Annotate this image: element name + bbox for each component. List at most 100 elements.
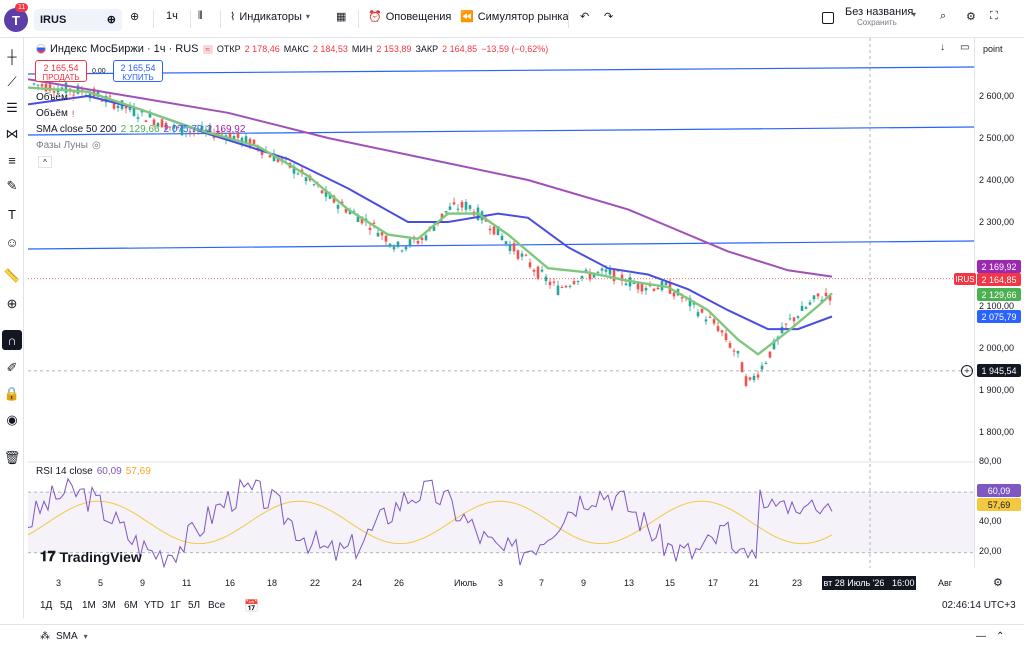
alerts-button[interactable]: ⏰ Оповещения bbox=[368, 10, 452, 24]
candle-body bbox=[508, 244, 512, 251]
interval-button[interactable]: 1ч bbox=[166, 10, 178, 22]
screener-tab[interactable]: ⁂ SMA ▾ bbox=[40, 631, 88, 642]
crosshair-tool[interactable]: ┼ bbox=[2, 46, 22, 66]
magnet-tool[interactable]: ∩ bbox=[2, 330, 22, 350]
lock-tool[interactable]: 🔒 bbox=[2, 384, 22, 404]
visibility-tool[interactable]: ◉ bbox=[2, 410, 22, 430]
plus-icon: ⊕ bbox=[130, 11, 140, 23]
collapse-panel-icon[interactable]: — bbox=[976, 631, 986, 642]
trend-line bbox=[28, 66, 974, 75]
candle-body bbox=[52, 91, 56, 93]
user-avatar[interactable]: T bbox=[4, 8, 28, 32]
text-tool[interactable]: T bbox=[2, 204, 22, 224]
legend-volume-2[interactable]: Объём! bbox=[36, 108, 75, 119]
gear-icon: ⚙ bbox=[966, 11, 976, 23]
range-button-1Г[interactable]: 1Г bbox=[170, 600, 181, 611]
candle-body bbox=[272, 153, 276, 162]
trend-line-tool[interactable]: ⟋ bbox=[2, 72, 22, 92]
price-chart[interactable] bbox=[28, 38, 974, 568]
range-button-1Д[interactable]: 1Д bbox=[40, 600, 53, 611]
time-tick: Авг bbox=[938, 578, 953, 588]
candle-body bbox=[488, 228, 492, 231]
candle-body bbox=[744, 376, 748, 386]
redo-button[interactable]: ↷ bbox=[604, 10, 613, 23]
range-button-YTD[interactable]: YTD bbox=[144, 600, 164, 611]
emoji-tool[interactable]: ☺ bbox=[2, 232, 22, 252]
goto-date-icon[interactable]: 📅 bbox=[244, 599, 259, 613]
brush-tool[interactable]: ✎ bbox=[2, 176, 22, 196]
candle-body bbox=[500, 235, 504, 241]
maximize-pane-icon[interactable]: ▭ bbox=[960, 42, 970, 53]
candle-body bbox=[616, 270, 620, 272]
symbol-search[interactable]: IRUS ⊕ bbox=[34, 9, 122, 31]
candle-body bbox=[432, 226, 436, 231]
price-tick: 2 600,00 bbox=[979, 91, 1015, 101]
horizontal-line-tool[interactable]: ☰ bbox=[2, 98, 22, 118]
quick-search-button[interactable]: ⌕ bbox=[940, 10, 946, 23]
candle-body bbox=[172, 124, 176, 129]
add-alert-icon[interactable]: + bbox=[961, 365, 973, 377]
legend-rsi[interactable]: RSI 14 close 60,09 57,69 bbox=[36, 466, 151, 477]
tradingview-logo[interactable]: 𝟏𝟕 TradingView bbox=[40, 548, 142, 565]
templates-button[interactable]: ▦ bbox=[336, 10, 346, 23]
candle-body bbox=[552, 281, 556, 283]
range-button-5Л[interactable]: 5Л bbox=[188, 600, 201, 611]
rsi-tick: 40,00 bbox=[979, 516, 1002, 526]
legend-sma[interactable]: SMA close 50 200 2 129,66 2 075,79 2 169… bbox=[36, 124, 246, 135]
candle-body bbox=[312, 184, 316, 186]
timezone-settings-icon[interactable]: ⚙ bbox=[993, 577, 1003, 589]
sell-button[interactable]: 2 165,54 ПРОДАТЬ bbox=[35, 60, 87, 82]
screener-icon: ⁂ bbox=[40, 631, 50, 642]
legend-volume-1[interactable]: Объём! bbox=[36, 92, 75, 103]
candles-icon: ⫴ bbox=[198, 10, 203, 22]
range-button-6М[interactable]: 6М bbox=[124, 600, 138, 611]
price-tick: 2 500,00 bbox=[979, 133, 1015, 143]
candle-body bbox=[448, 206, 452, 210]
undo-button[interactable]: ↶ bbox=[580, 10, 589, 23]
candle-body bbox=[36, 84, 40, 86]
range-button-5Д[interactable]: 5Д bbox=[60, 600, 73, 611]
settings-button[interactable]: ⚙ bbox=[966, 10, 976, 23]
time-tick: 9 bbox=[581, 578, 587, 588]
candle-body bbox=[404, 246, 408, 250]
favorite-icon[interactable]: ⊕ bbox=[106, 14, 116, 26]
buy-button[interactable]: 2 165,54 КУПИТЬ bbox=[113, 60, 163, 82]
sma-fast-line bbox=[28, 86, 833, 356]
replay-button[interactable]: ⏪ Симулятор рынка bbox=[460, 10, 569, 24]
time-axis[interactable]: 3 5 9 11 16 18 22 24 26 Июль 3 7 9 13 15 17 21 23 Авг bbox=[28, 574, 974, 590]
pattern-tool[interactable]: ⋈ bbox=[2, 124, 22, 144]
price-tick: 1 900,00 bbox=[979, 385, 1015, 395]
save-label: Сохранить bbox=[857, 18, 897, 27]
smile-icon: ☺ bbox=[5, 234, 19, 250]
price-axis[interactable]: point 2 600,00 2 500,00 2 400,00 2 300,0… bbox=[974, 38, 1024, 568]
layout-name-block[interactable]: Без названия Сохранить bbox=[845, 6, 913, 27]
range-button-3М[interactable]: 3М bbox=[102, 600, 116, 611]
zoom-tool[interactable]: ⊕ bbox=[2, 294, 22, 314]
candle-body bbox=[812, 295, 816, 300]
expand-panel-icon[interactable]: ⌃ bbox=[996, 631, 1005, 642]
ruler-tool[interactable]: 📏 bbox=[2, 266, 22, 286]
delete-tool[interactable]: 🗑 bbox=[2, 448, 22, 468]
legend-moon-phases[interactable]: Фазы Луны ◎ bbox=[36, 140, 101, 151]
add-symbol-button[interactable]: ⊕ bbox=[130, 10, 139, 23]
candle-body bbox=[176, 126, 180, 128]
candle-body bbox=[612, 268, 616, 282]
candle-body bbox=[564, 285, 568, 288]
range-button-Все[interactable]: Все bbox=[208, 600, 226, 611]
chart-type-button[interactable]: ⫴ bbox=[198, 10, 203, 23]
scroll-down-icon[interactable]: ↓ bbox=[940, 42, 945, 53]
layout-checkbox[interactable] bbox=[822, 12, 834, 24]
candle-body bbox=[740, 362, 744, 373]
layout-menu-button[interactable]: ▾ bbox=[912, 10, 916, 19]
candle-body bbox=[512, 243, 516, 252]
fullscreen-button[interactable]: ⛶ bbox=[990, 10, 998, 23]
candle-body bbox=[708, 316, 712, 318]
range-button-1М[interactable]: 1М bbox=[82, 600, 96, 611]
indicators-button[interactable]: ⌇ Индикаторы ▾ bbox=[230, 10, 310, 24]
hide-legend-button[interactable]: ≈ bbox=[202, 44, 213, 54]
collapse-legend-button[interactable]: ^ bbox=[38, 156, 52, 168]
clock[interactable]: 02:46:14 UTC+3 bbox=[942, 600, 1016, 611]
fib-tool[interactable]: ≡ bbox=[2, 150, 22, 170]
time-tick: 17 bbox=[708, 578, 719, 588]
lock-draw-tool[interactable]: ✐ bbox=[2, 358, 22, 378]
